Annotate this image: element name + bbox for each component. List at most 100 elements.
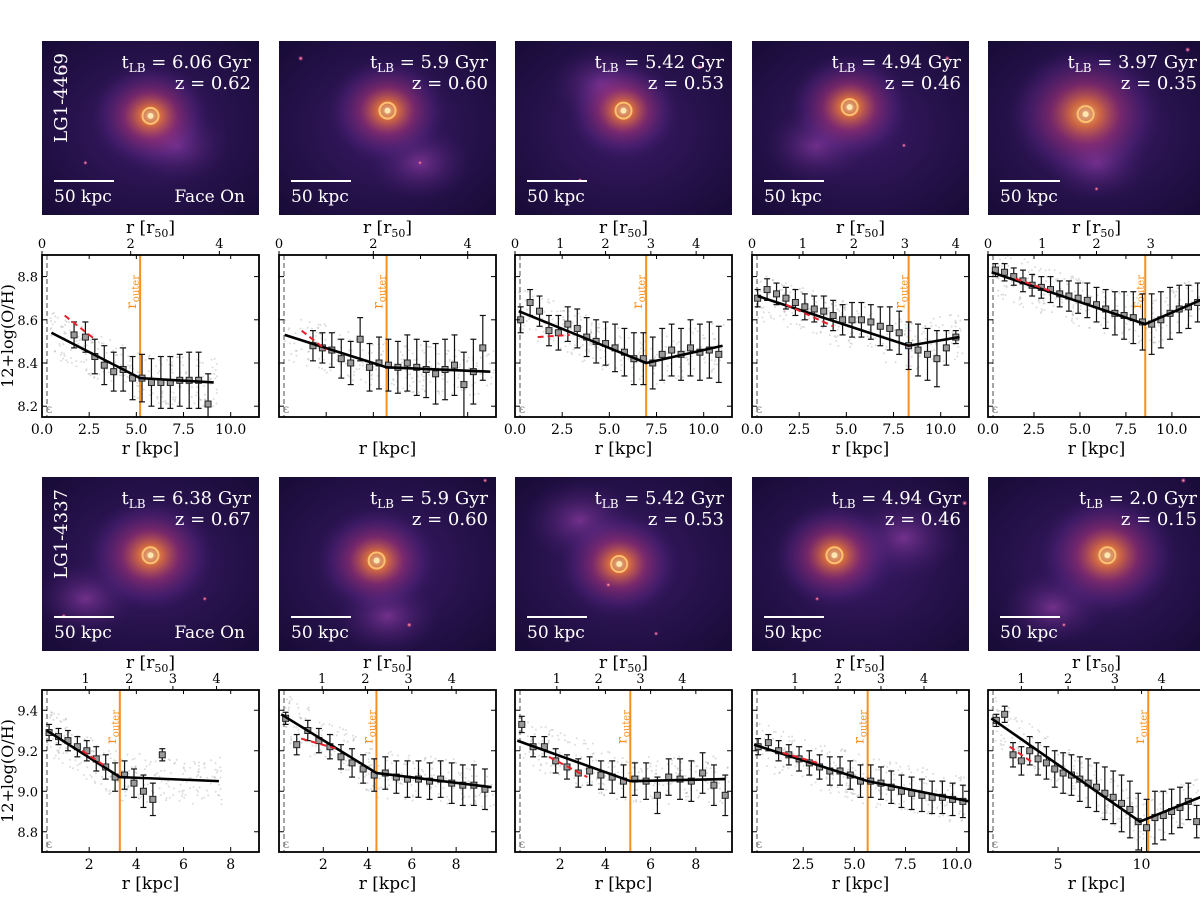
data-point [680, 769, 683, 772]
data-point [573, 777, 576, 780]
data-point [1170, 290, 1173, 293]
data-point [146, 783, 149, 786]
data-point [584, 742, 587, 745]
data-point [358, 367, 361, 370]
data-point [835, 340, 838, 343]
data-point [704, 361, 707, 364]
data-point [343, 739, 346, 742]
bin-marker [204, 400, 212, 408]
data-point [318, 357, 321, 360]
data-point [1093, 774, 1096, 777]
data-point [1090, 295, 1093, 298]
data-point [64, 319, 67, 322]
data-point [308, 321, 311, 324]
data-point [782, 748, 785, 751]
data-point [677, 773, 680, 776]
data-point [1031, 302, 1034, 305]
data-point [562, 318, 565, 321]
epsilon-label: ε [756, 402, 762, 416]
data-point [847, 786, 850, 789]
epsilon-label: ε [992, 402, 998, 416]
data-point [909, 329, 912, 332]
data-point [801, 775, 804, 778]
bin-marker [782, 294, 790, 302]
data-point [595, 759, 598, 762]
data-point [573, 743, 576, 746]
data-point [153, 774, 156, 777]
data-point [905, 364, 908, 367]
data-point [420, 373, 423, 376]
data-point [598, 326, 601, 329]
data-point [710, 359, 713, 362]
data-point [49, 745, 52, 748]
data-point [114, 760, 117, 763]
data-point [50, 711, 53, 714]
data-point [1165, 296, 1168, 299]
satellite [961, 500, 968, 507]
data-point [854, 769, 857, 772]
data-point [287, 708, 290, 711]
top-axis-label: r [r50] [126, 653, 175, 675]
r50-tick-label: 4 [678, 672, 686, 687]
data-point [165, 402, 168, 405]
data-point [89, 338, 92, 341]
data-point [285, 698, 288, 701]
data-point [290, 698, 293, 701]
data-point [997, 289, 1000, 292]
data-point [814, 759, 817, 762]
data-point [678, 366, 681, 369]
data-point [808, 307, 811, 310]
data-point [1057, 753, 1060, 756]
data-point [196, 794, 199, 797]
data-point [605, 788, 608, 791]
data-point [590, 328, 593, 331]
data-point [996, 277, 999, 280]
data-point [727, 780, 730, 783]
data-point [201, 362, 204, 365]
data-point [56, 749, 59, 752]
satellite [1180, 477, 1187, 484]
axes-frame [751, 689, 970, 853]
data-point [411, 799, 414, 802]
data-point [168, 796, 171, 799]
data-point [844, 314, 847, 317]
data-point [711, 788, 714, 791]
data-point [819, 330, 822, 333]
data-point [214, 790, 217, 793]
data-point [1044, 737, 1047, 740]
data-point [819, 745, 822, 748]
data-point [83, 361, 86, 364]
data-point [674, 765, 677, 768]
data-point [856, 310, 859, 313]
data-point [548, 733, 551, 736]
data-point [1190, 300, 1193, 303]
data-point [1121, 336, 1124, 339]
data-point [1009, 717, 1012, 720]
data-point [597, 326, 600, 329]
data-point [492, 371, 495, 374]
data-point [335, 734, 338, 737]
data-point [1039, 267, 1042, 270]
data-point [842, 299, 845, 302]
data-point [638, 378, 641, 381]
data-point [366, 781, 369, 784]
data-point [894, 361, 897, 364]
data-point [664, 345, 667, 348]
data-point [149, 760, 152, 763]
data-point [170, 363, 173, 366]
data-point [926, 812, 929, 815]
data-point [143, 768, 146, 771]
data-point [524, 752, 527, 755]
data-point [861, 762, 864, 765]
data-point [50, 334, 53, 337]
x-tick-label: 4 [132, 857, 141, 873]
data-point [811, 298, 814, 301]
data-point [399, 351, 402, 354]
data-point [1035, 306, 1038, 309]
data-point [971, 784, 973, 786]
galaxy-core [1104, 552, 1111, 559]
data-point [468, 781, 471, 784]
